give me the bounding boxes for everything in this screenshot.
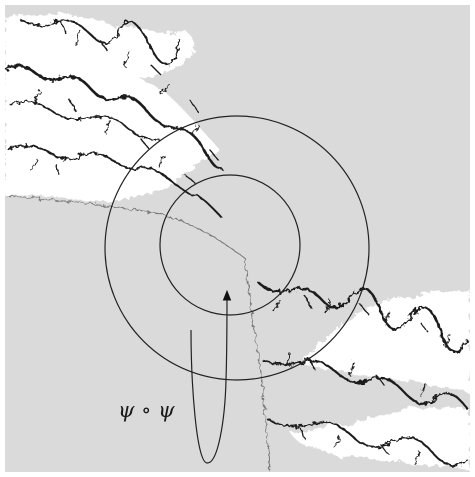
inner-circle bbox=[159, 174, 301, 316]
fractal-lower-right bbox=[244, 257, 470, 473]
composition-label: ψ ∘ ψ bbox=[118, 398, 175, 422]
outer-circle bbox=[104, 115, 370, 381]
mapping-arrow bbox=[190, 289, 232, 464]
fractal-upper-left bbox=[4, 12, 246, 259]
